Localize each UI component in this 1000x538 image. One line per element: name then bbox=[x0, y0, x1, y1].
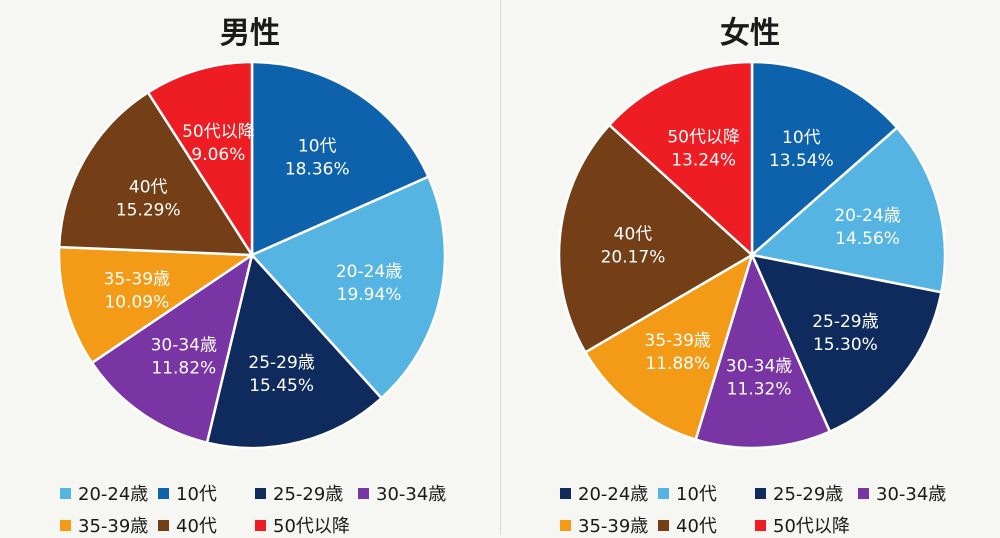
legend-swatch bbox=[858, 487, 869, 499]
slice-category-label: 40代 bbox=[614, 224, 653, 244]
pie-slice-0 bbox=[750, 60, 899, 258]
legend-swatch bbox=[60, 519, 71, 531]
pie-slice-3 bbox=[694, 251, 832, 450]
slice-category-label: 20-24歳 bbox=[336, 262, 402, 282]
legend-label: 35-39歳 bbox=[78, 516, 149, 537]
slice-category-label: 35-39歳 bbox=[104, 270, 170, 290]
pie-slice-5 bbox=[557, 123, 755, 354]
pie-slice-1 bbox=[749, 125, 947, 294]
female-legend: 20-24歳 10代 25-29歳 30-34歳 35-39歳 40代 50代以降 bbox=[500, 472, 1000, 538]
slice-value-label: 19.94% bbox=[337, 285, 402, 305]
pie-slice-6 bbox=[146, 60, 254, 260]
legend-swatch bbox=[358, 487, 369, 499]
pie-slice-5 bbox=[57, 90, 255, 257]
pie-slice-4 bbox=[57, 245, 256, 365]
slice-category-label: 50代以降 bbox=[667, 128, 740, 148]
legend-item: 50代以降 bbox=[255, 512, 350, 538]
slice-category-label: 40代 bbox=[129, 177, 168, 197]
legend-item: 40代 bbox=[658, 512, 717, 538]
pie-slice-3 bbox=[90, 252, 254, 445]
legend-swatch bbox=[60, 487, 71, 499]
male-pie-chart: 10代 18.36% 20-24歳 19.94% 25-29歳 15.45% 30-34歳 1… bbox=[57, 60, 447, 450]
divider bbox=[500, 0, 501, 535]
legend-item: 35-39歳 bbox=[60, 512, 148, 538]
legend-swatch bbox=[255, 519, 266, 531]
slice-value-label: 11.32% bbox=[727, 379, 792, 399]
legend-swatch bbox=[755, 519, 766, 531]
legend-label: 25-29歳 bbox=[773, 484, 844, 505]
legend-label: 25-29歳 bbox=[273, 484, 344, 505]
slice-value-label: 15.29% bbox=[116, 200, 181, 220]
slice-value-label: 11.88% bbox=[645, 354, 710, 374]
slice-category-label: 25-29歳 bbox=[812, 312, 878, 332]
pie-slice-0 bbox=[250, 60, 431, 257]
pie-slice-4 bbox=[583, 252, 755, 442]
legend-item: 25-29歳 bbox=[255, 480, 343, 506]
male-chart-title: 男性 bbox=[220, 16, 280, 51]
legend-item: 30-34歳 bbox=[358, 480, 446, 506]
slice-category-label: 25-29歳 bbox=[248, 353, 314, 373]
legend-label: 20-24歳 bbox=[578, 484, 649, 505]
slice-value-label: 15.30% bbox=[813, 335, 878, 355]
slice-value-label: 9.06% bbox=[191, 145, 245, 165]
legend-label: 30-34歳 bbox=[376, 484, 447, 505]
legend-label: 20-24歳 bbox=[78, 484, 149, 505]
legend-item: 30-34歳 bbox=[858, 480, 946, 506]
slice-category-label: 10代 bbox=[782, 128, 821, 148]
legend-item: 10代 bbox=[658, 480, 717, 506]
legend-swatch bbox=[560, 487, 571, 499]
legend-swatch bbox=[658, 519, 669, 531]
legend-swatch bbox=[755, 487, 766, 499]
slice-value-label: 10.09% bbox=[104, 293, 169, 313]
legend-swatch bbox=[658, 487, 669, 499]
legend-item: 20-24歳 bbox=[560, 480, 648, 506]
legend-swatch bbox=[158, 519, 169, 531]
legend-label: 50代以降 bbox=[773, 516, 850, 537]
legend-item: 40代 bbox=[158, 512, 217, 538]
slice-value-label: 11.82% bbox=[151, 358, 216, 378]
legend-label: 40代 bbox=[176, 516, 217, 537]
slice-value-label: 18.36% bbox=[285, 160, 350, 180]
slice-category-label: 30-34歳 bbox=[151, 335, 217, 355]
legend-item: 10代 bbox=[158, 480, 217, 506]
slice-value-label: 13.24% bbox=[671, 151, 736, 171]
legend-swatch bbox=[255, 487, 266, 499]
male-legend: 20-24歳 10代 25-29歳 30-34歳 35-39歳 40代 50代以降 bbox=[0, 472, 500, 538]
pie-slice-2 bbox=[205, 252, 384, 450]
legend-label: 50代以降 bbox=[273, 516, 350, 537]
legend-item: 20-24歳 bbox=[60, 480, 148, 506]
slice-category-label: 20-24歳 bbox=[834, 206, 900, 226]
legend-label: 35-39歳 bbox=[578, 516, 649, 537]
slice-value-label: 20.17% bbox=[601, 247, 666, 267]
slice-value-label: 13.54% bbox=[769, 151, 834, 171]
slice-category-label: 10代 bbox=[298, 137, 337, 157]
legend-item: 50代以降 bbox=[755, 512, 850, 538]
slice-value-label: 14.56% bbox=[835, 229, 900, 249]
female-chart-title: 女性 bbox=[720, 16, 780, 51]
legend-label: 10代 bbox=[176, 484, 217, 505]
slice-category-label: 35-39歳 bbox=[645, 331, 711, 351]
pie-slice-1 bbox=[249, 175, 447, 400]
male-chart-panel: 男性 10代 18.36% 20-24歳 19.94% 25-29歳 15.45% 30-3… bbox=[0, 0, 500, 538]
legend-label: 40代 bbox=[676, 516, 717, 537]
pie-slice-6 bbox=[607, 60, 754, 258]
legend-swatch bbox=[560, 519, 571, 531]
female-pie-chart: 10代 13.54% 20-24歳 14.56% 25-29歳 15.30% 30-34歳 1… bbox=[557, 60, 947, 450]
legend-swatch bbox=[158, 487, 169, 499]
legend-label: 10代 bbox=[676, 484, 717, 505]
slice-value-label: 15.45% bbox=[249, 376, 314, 396]
female-chart-panel: 女性 10代 13.54% 20-24歳 14.56% 25-29歳 15.30% 30-3… bbox=[500, 0, 1000, 538]
slice-category-label: 50代以降 bbox=[182, 122, 255, 142]
slice-category-label: 30-34歳 bbox=[726, 356, 792, 376]
legend-item: 25-29歳 bbox=[755, 480, 843, 506]
legend-item: 35-39歳 bbox=[560, 512, 648, 538]
pie-slice-2 bbox=[749, 253, 943, 434]
legend-label: 30-34歳 bbox=[876, 484, 947, 505]
